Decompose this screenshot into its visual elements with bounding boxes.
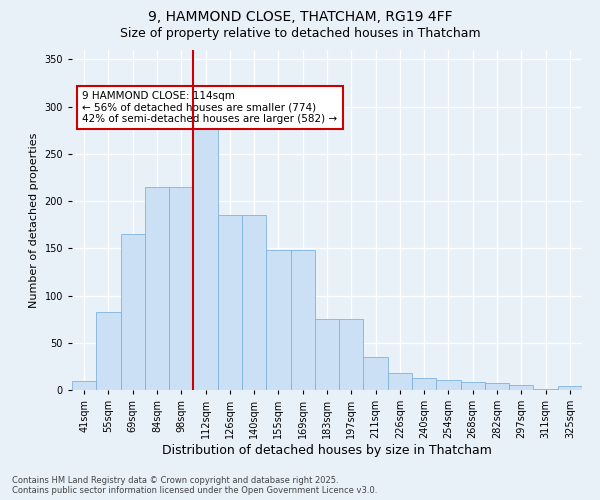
Bar xyxy=(412,378,436,390)
X-axis label: Distribution of detached houses by size in Thatcham: Distribution of detached houses by size … xyxy=(162,444,492,457)
Bar xyxy=(436,380,461,390)
Bar xyxy=(72,380,96,390)
Bar xyxy=(388,373,412,390)
Text: Size of property relative to detached houses in Thatcham: Size of property relative to detached ho… xyxy=(119,28,481,40)
Bar xyxy=(242,216,266,390)
Bar xyxy=(96,312,121,390)
Bar xyxy=(485,384,509,390)
Bar xyxy=(145,187,169,390)
Bar xyxy=(218,216,242,390)
Bar xyxy=(290,250,315,390)
Text: 9, HAMMOND CLOSE, THATCHAM, RG19 4FF: 9, HAMMOND CLOSE, THATCHAM, RG19 4FF xyxy=(148,10,452,24)
Bar xyxy=(461,382,485,390)
Bar xyxy=(169,187,193,390)
Y-axis label: Number of detached properties: Number of detached properties xyxy=(29,132,39,308)
Bar xyxy=(121,234,145,390)
Bar xyxy=(315,319,339,390)
Bar xyxy=(558,386,582,390)
Bar xyxy=(193,116,218,390)
Bar xyxy=(509,386,533,390)
Text: Contains HM Land Registry data © Crown copyright and database right 2025.
Contai: Contains HM Land Registry data © Crown c… xyxy=(12,476,377,495)
Text: 9 HAMMOND CLOSE: 114sqm
← 56% of detached houses are smaller (774)
42% of semi-d: 9 HAMMOND CLOSE: 114sqm ← 56% of detache… xyxy=(82,91,337,124)
Bar xyxy=(339,319,364,390)
Bar xyxy=(533,389,558,390)
Bar xyxy=(266,250,290,390)
Bar xyxy=(364,357,388,390)
